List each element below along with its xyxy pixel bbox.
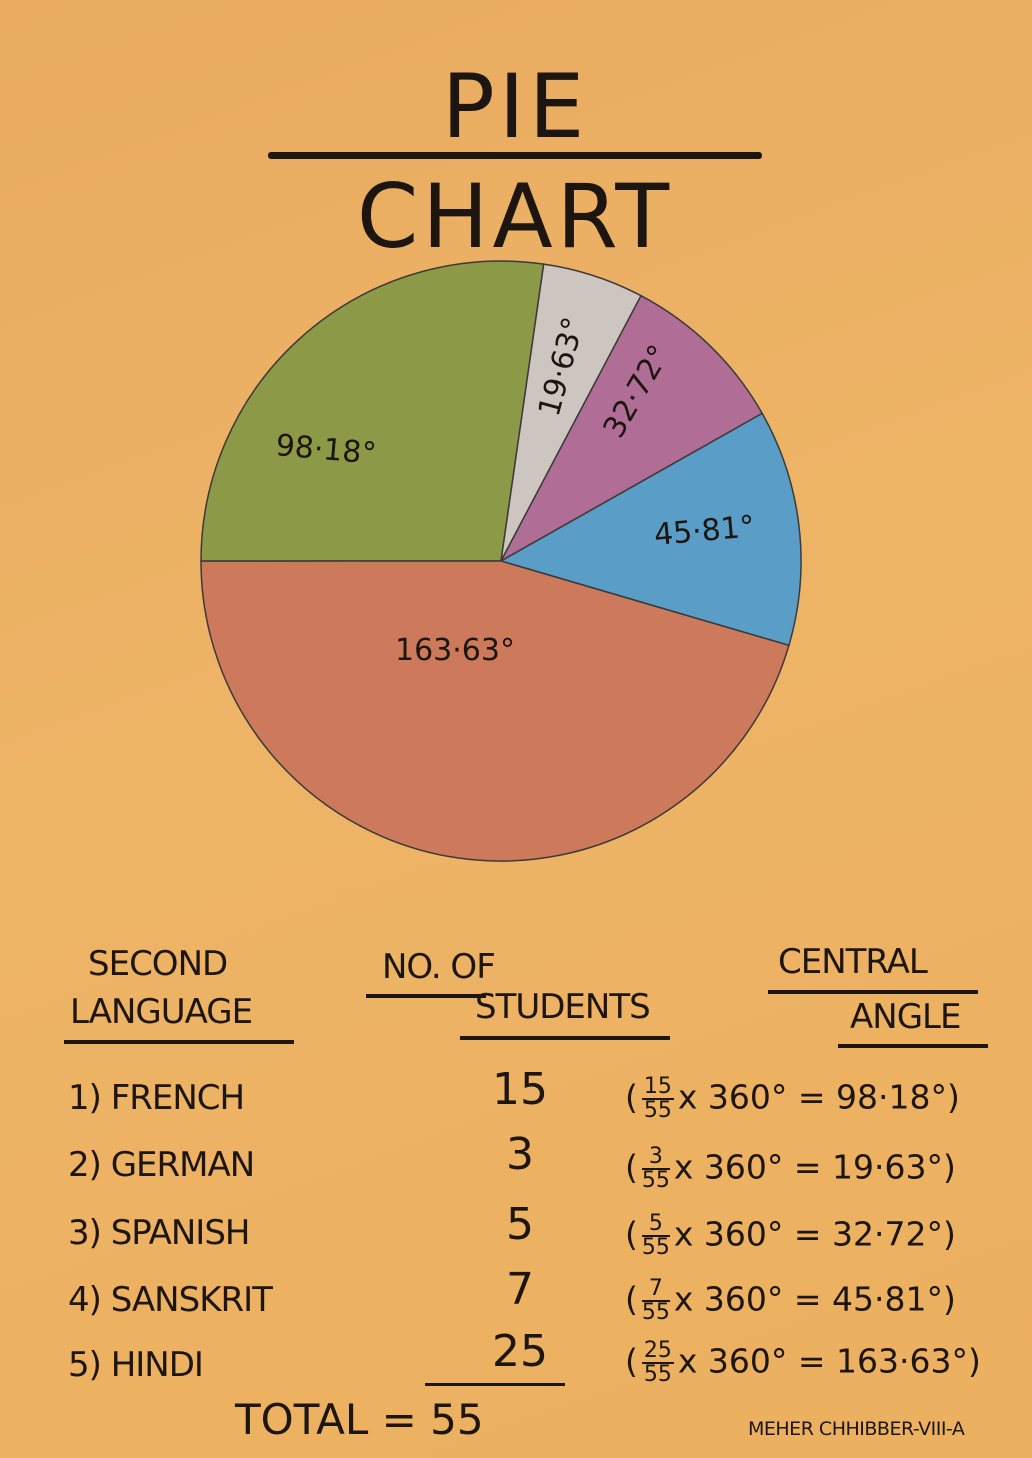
calc-open-paren: ( <box>625 1341 638 1381</box>
header-angle-underline1 <box>768 990 978 994</box>
fraction-numerator: 5 <box>641 1213 670 1237</box>
row-language-3: 3) SPANISH <box>68 1213 250 1253</box>
fraction: 25 55 <box>641 1338 674 1387</box>
calc-expression: x 360° = 98·18°) <box>677 1077 960 1117</box>
header-students-line1: No. OF <box>382 947 496 987</box>
fraction-denominator: 55 <box>641 1235 670 1260</box>
header-students-underline2 <box>460 1036 670 1040</box>
fraction: 5 55 <box>641 1213 670 1260</box>
row-calc-4: (7 55 x 360° = 45·81°) <box>625 1278 1025 1324</box>
calc-open-paren: ( <box>625 1279 638 1319</box>
calc-open-paren: ( <box>625 1214 638 1254</box>
pie-chart: 98·18°19·63° 32·72°45·81°163·63° <box>200 260 802 862</box>
header-angle-line2: ANGLE <box>850 997 961 1037</box>
fraction-denominator: 55 <box>641 1168 670 1193</box>
calc-expression: x 360° = 45·81°) <box>673 1279 956 1319</box>
fraction-numerator: 7 <box>641 1278 670 1302</box>
row-count-3: 5 <box>506 1199 534 1250</box>
total: TOTAL = 55 <box>235 1395 484 1444</box>
pie-slice-sanskrit <box>499 412 802 647</box>
header-students-line2: STUDENTS <box>475 987 651 1027</box>
pie-slice-hindi <box>200 560 790 862</box>
row-calc-5: (25 55 x 360° = 163·63°) <box>625 1340 1025 1386</box>
row-count-5: 25 <box>492 1326 548 1377</box>
fraction-denominator: 55 <box>643 1362 672 1387</box>
row-count-4: 7 <box>506 1264 534 1315</box>
pie-slice-label-hindi: 163·63° <box>395 633 515 668</box>
signature: MEHER CHHIBBER-VIII-A <box>748 1418 965 1440</box>
row-language-4: 4) SANSKRIT <box>68 1280 273 1320</box>
header-language-line1: SECOND <box>88 944 228 984</box>
row-language-2: 2) GERMAN <box>68 1145 255 1185</box>
header-language-underline <box>64 1040 294 1044</box>
row-calc-2: (3 55 x 360° = 19·63°) <box>625 1146 1025 1192</box>
fraction-numerator: 25 <box>641 1338 674 1364</box>
total-line <box>425 1383 565 1386</box>
page-title: PIE CHART <box>356 55 674 268</box>
calc-expression: x 360° = 163·63°) <box>677 1341 981 1381</box>
calc-open-paren: ( <box>625 1077 638 1117</box>
row-calc-3: (5 55 x 360° = 32·72°) <box>625 1213 1025 1259</box>
row-language-5: 5) HINDI <box>68 1345 204 1385</box>
pie-slice-spanish <box>499 294 764 563</box>
header-angle-underline2 <box>838 1044 988 1048</box>
row-language-1: 1) FRENCH <box>68 1078 245 1118</box>
header-language-line2: LANGUAGE <box>70 992 253 1032</box>
row-count-2: 3 <box>506 1129 534 1180</box>
pie-slice-french <box>200 260 545 562</box>
title-underline <box>268 152 762 159</box>
header-students-underline1 <box>366 994 486 998</box>
fraction-denominator: 55 <box>643 1098 672 1123</box>
fraction-numerator: 15 <box>641 1074 674 1100</box>
fraction-numerator: 3 <box>641 1146 670 1170</box>
calc-open-paren: ( <box>625 1147 638 1187</box>
fraction-denominator: 55 <box>641 1300 670 1325</box>
fraction: 15 55 <box>641 1074 674 1123</box>
fraction: 7 55 <box>641 1278 670 1325</box>
calc-expression: x 360° = 32·72°) <box>673 1214 956 1254</box>
row-calc-1: (15 55 x 360° = 98·18°) <box>625 1076 1025 1122</box>
calc-expression: x 360° = 19·63°) <box>673 1147 956 1187</box>
row-count-1: 15 <box>492 1064 548 1115</box>
fraction: 3 55 <box>641 1146 670 1193</box>
header-angle-line1: CENTRAL <box>778 942 928 982</box>
